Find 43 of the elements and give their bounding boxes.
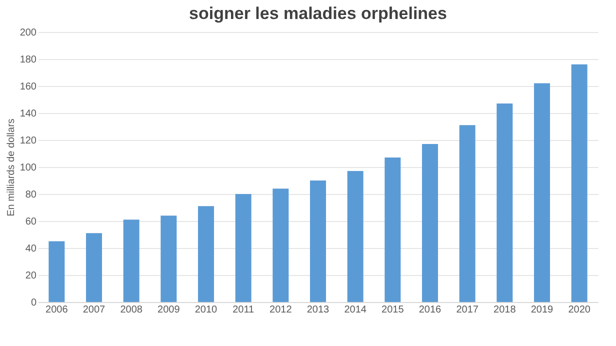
y-tick-label: 100 [20, 162, 37, 174]
x-tick-label: 2017 [456, 304, 479, 316]
x-tick-label: 2015 [382, 304, 404, 316]
bar [459, 125, 476, 302]
y-tick-label: 0 [30, 298, 37, 308]
bar [310, 180, 326, 302]
bar [86, 233, 102, 302]
x-tick-label: 2013 [306, 304, 330, 316]
x-tick-label: 2014 [344, 304, 367, 316]
x-tick-label: 2011 [232, 304, 255, 316]
chart-title: soigner les maladies orphelines [189, 4, 447, 23]
y-tick-label: 160 [20, 82, 37, 92]
bar [571, 64, 588, 302]
y-tick-label: 80 [25, 190, 37, 200]
bar [384, 158, 401, 302]
bar [160, 216, 177, 302]
y-tick-label: 140 [20, 108, 37, 120]
x-tick-label: 2020 [568, 304, 591, 316]
bar [198, 206, 214, 302]
bar [347, 171, 364, 302]
y-tick-label: 120 [20, 136, 37, 146]
bar [48, 241, 65, 302]
x-tick-label: 2009 [158, 304, 180, 316]
y-axis-title: En milliards de dollars [6, 118, 17, 216]
bar [123, 220, 140, 302]
x-tick-label: 2016 [418, 304, 442, 316]
x-tick-label: 2006 [46, 304, 68, 316]
y-tick-label: 20 [25, 270, 37, 282]
bar [272, 188, 289, 302]
x-tick-label: 2018 [494, 304, 516, 316]
bar [534, 83, 550, 302]
x-tick-label: 2019 [530, 304, 554, 316]
y-tick-label: 180 [20, 54, 37, 66]
x-tick-label: 2007 [82, 304, 106, 316]
x-tick-label: 2008 [120, 304, 143, 316]
y-tick-label: 200 [20, 28, 37, 38]
y-tick-label: 40 [25, 244, 37, 254]
bar [235, 194, 252, 302]
bar [496, 104, 513, 302]
bar [422, 144, 438, 302]
y-tick-label: 60 [25, 216, 37, 228]
x-tick-label: 2012 [270, 304, 292, 316]
x-tick-label: 2010 [194, 304, 218, 316]
